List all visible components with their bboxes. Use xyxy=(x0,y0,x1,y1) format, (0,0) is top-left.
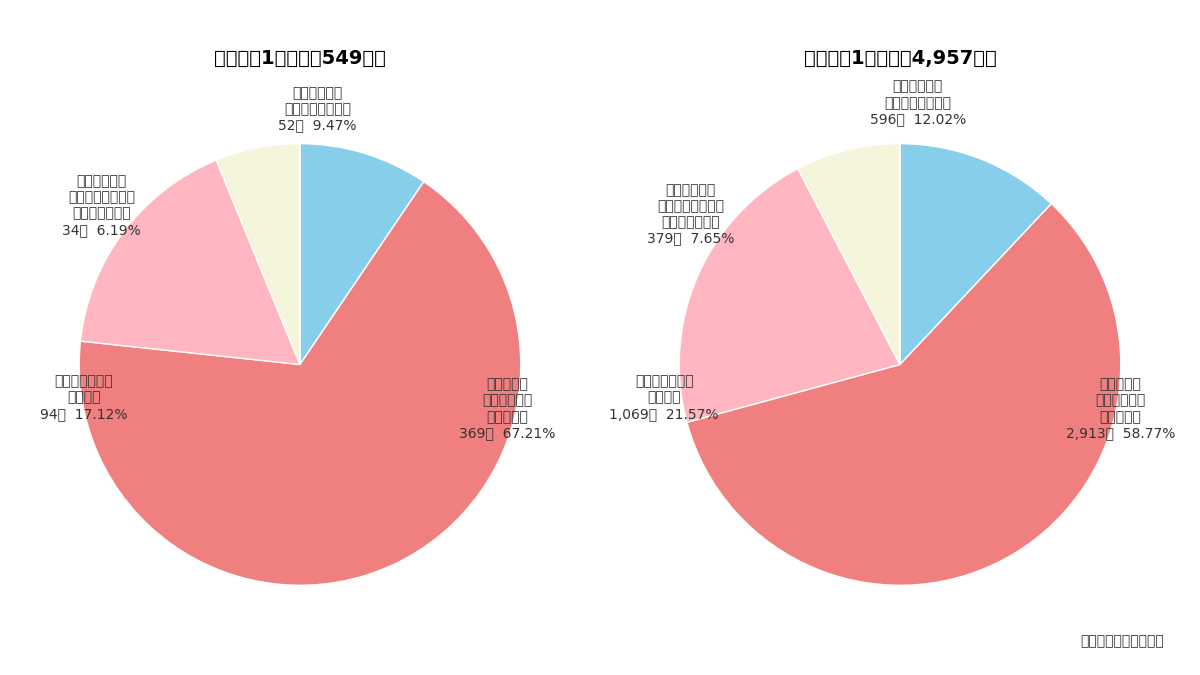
Text: 下回っており
最低賣金を超える
水準に引き上げ
379社  7.65%: 下回っており 最低賣金を超える 水準に引き上げ 379社 7.65% xyxy=(647,183,734,246)
Wedge shape xyxy=(900,144,1051,365)
Text: 下回っており
同額まで引き上げ
596社  12.02%: 下回っており 同額まで引き上げ 596社 12.02% xyxy=(870,80,966,126)
Wedge shape xyxy=(686,204,1121,585)
Text: 上回っているが
引き上げ
1,069社  21.57%: 上回っているが 引き上げ 1,069社 21.57% xyxy=(610,375,719,421)
Wedge shape xyxy=(798,144,900,365)
Text: 最低賣金を
上回っており
変更しない
369社  67.21%: 最低賣金を 上回っており 変更しない 369社 67.21% xyxy=(458,377,556,440)
Wedge shape xyxy=(679,169,900,423)
Text: 下回っており
最低賣金を超える
水準に引き上げ
34社  6.19%: 下回っており 最低賣金を超える 水準に引き上げ 34社 6.19% xyxy=(62,174,142,237)
Text: 最低賣金を
上回っており
変更しない
2,913社  58.77%: 最低賣金を 上回っており 変更しない 2,913社 58.77% xyxy=(1066,377,1175,440)
Title: （資本金1億円以上549社）: （資本金1億円以上549社） xyxy=(214,49,386,68)
Wedge shape xyxy=(79,182,521,585)
Text: 下回っており
同額まで引き上げ
52社  9.47%: 下回っており 同額まで引き上げ 52社 9.47% xyxy=(278,86,356,133)
Title: （資本金1億円未湀4,957社）: （資本金1億円未湀4,957社） xyxy=(804,49,996,68)
Wedge shape xyxy=(216,144,300,365)
Wedge shape xyxy=(300,144,424,365)
Text: 東京商工リサーチ調べ: 東京商工リサーチ調べ xyxy=(1080,634,1164,648)
Wedge shape xyxy=(80,160,300,364)
Text: 上回っているが
引き上げ
94社  17.12%: 上回っているが 引き上げ 94社 17.12% xyxy=(41,375,127,421)
